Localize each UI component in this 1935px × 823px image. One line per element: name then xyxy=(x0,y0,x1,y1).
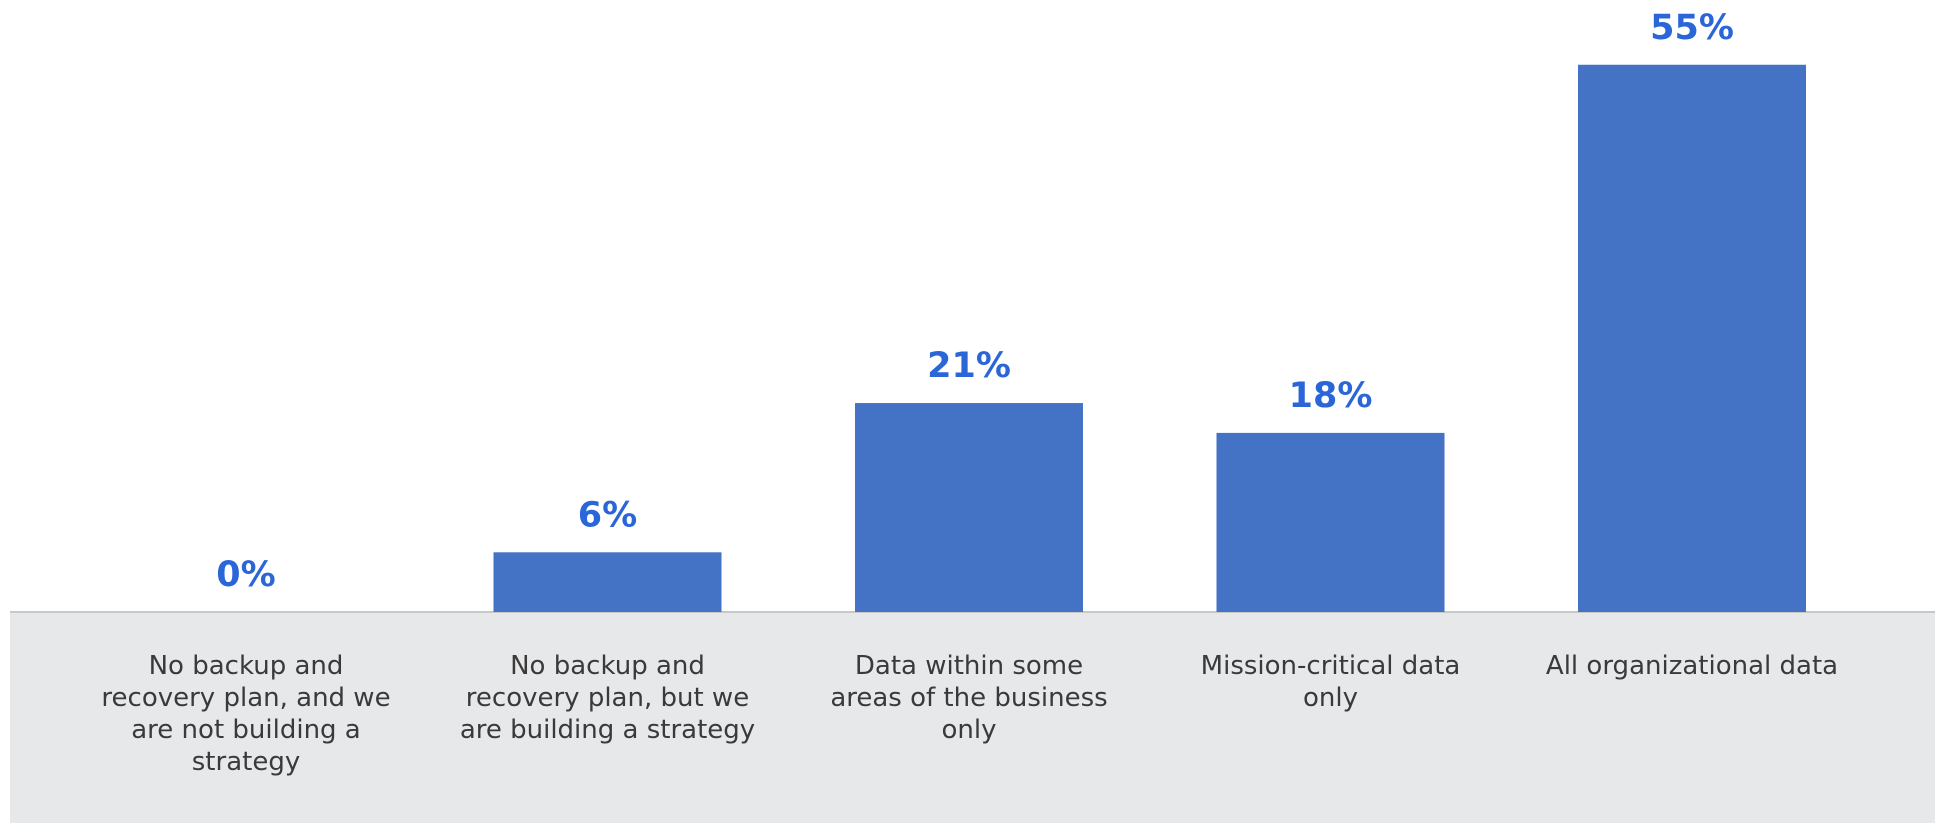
category-label: All organizational data xyxy=(1545,651,1839,681)
category-label: No backup and recovery plan, but we are … xyxy=(459,651,756,745)
value-label: 0% xyxy=(216,555,275,595)
value-label: 55% xyxy=(1650,8,1734,48)
value-label: 6% xyxy=(578,495,637,535)
category-band xyxy=(10,612,1935,823)
bar xyxy=(493,552,722,612)
category-label: Data within some areas of the business o… xyxy=(830,651,1108,745)
category-label: Mission-critical data only xyxy=(1200,651,1461,713)
bar xyxy=(855,403,1083,612)
bar xyxy=(1578,64,1806,612)
bar xyxy=(1216,432,1445,612)
category-label: No backup and recovery plan, and we are … xyxy=(101,651,391,777)
value-label: 18% xyxy=(1289,376,1373,416)
value-label: 21% xyxy=(927,346,1011,386)
